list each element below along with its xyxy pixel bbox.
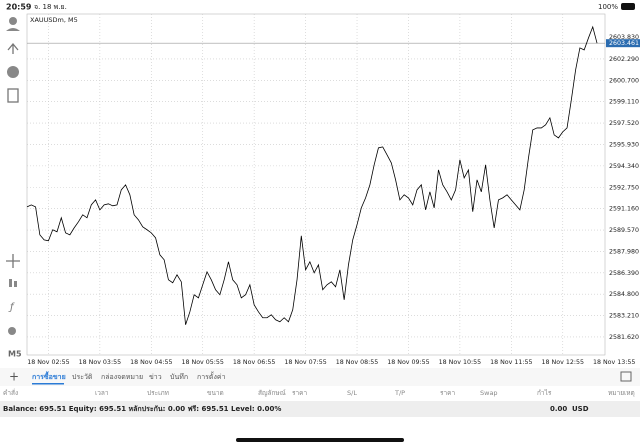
x-tick-label: 18 Nov 06:55 bbox=[233, 359, 275, 366]
current-price-box bbox=[606, 39, 640, 48]
tab[interactable]: กล่องจดหมาย bbox=[101, 373, 143, 381]
timeframe-button[interactable]: M5 bbox=[8, 350, 22, 359]
x-tick-label: 18 Nov 05:55 bbox=[181, 359, 223, 366]
column-header: หมายเหตุ bbox=[608, 389, 635, 397]
chart-frame bbox=[26, 13, 606, 356]
home-indicator bbox=[236, 438, 404, 442]
indicator-icon[interactable]: ƒ bbox=[8, 302, 15, 313]
status-date: จ. 18 พ.ย. bbox=[34, 3, 67, 11]
column-header: T/P bbox=[394, 389, 405, 397]
x-tick-label: 18 Nov 11:55 bbox=[490, 359, 532, 366]
x-tick-label: 18 Nov 08:55 bbox=[336, 359, 378, 366]
account-icon-body bbox=[6, 28, 20, 31]
summary: Balance: 695.51 Equity: 695.51 หลักประกั… bbox=[3, 405, 281, 413]
column-header: S/L bbox=[347, 389, 357, 397]
x-tick-label: 18 Nov 02:55 bbox=[27, 359, 69, 366]
column-header: ขนาด bbox=[207, 389, 224, 397]
tab[interactable]: ประวัติ bbox=[72, 373, 93, 381]
y-tick-label: 2584.800 bbox=[609, 291, 639, 298]
tab[interactable]: บันทึก bbox=[170, 372, 188, 381]
summary-currency: USD bbox=[572, 405, 589, 413]
left-toolbar: ƒ M5 bbox=[6, 17, 22, 359]
account-icon[interactable] bbox=[9, 17, 17, 25]
y-tick-label: 2595.930 bbox=[609, 141, 639, 148]
tabs: การซื้อขาย ประวัติ กล่องจดหมาย ข่าว บันทึก กา… bbox=[32, 370, 226, 385]
column-header: ราคา bbox=[292, 389, 307, 397]
status-battery: 100% bbox=[598, 3, 618, 11]
y-tick-label: 2583.210 bbox=[609, 313, 639, 320]
x-tick-label: 18 Nov 03:55 bbox=[79, 359, 121, 366]
y-tick-label: 2597.520 bbox=[609, 120, 639, 127]
y-tick-label: 2599.110 bbox=[609, 99, 639, 106]
x-tick-label: 18 Nov 12:55 bbox=[542, 359, 584, 366]
tab[interactable]: ข่าว bbox=[149, 373, 162, 381]
tab-underline bbox=[32, 383, 64, 385]
summary-bar bbox=[0, 401, 640, 417]
y-tick-label: 2594.340 bbox=[609, 163, 639, 170]
x-tick-label: 18 Nov 13:55 bbox=[593, 359, 635, 366]
x-tick-label: 18 Nov 07:55 bbox=[284, 359, 326, 366]
chat-icon[interactable] bbox=[7, 66, 19, 78]
objects-icon[interactable] bbox=[8, 327, 16, 335]
x-tick-label: 18 Nov 04:55 bbox=[130, 359, 172, 366]
y-tick-label: 2591.160 bbox=[609, 206, 639, 213]
tab[interactable]: การซื้อขาย bbox=[32, 370, 66, 381]
tab[interactable]: การตั้งค่า bbox=[197, 370, 226, 381]
chart-title: XAUUSDm, M5 bbox=[30, 16, 78, 24]
crosshair-icon[interactable] bbox=[6, 254, 20, 268]
x-tick-label: 18 Nov 10:55 bbox=[439, 359, 481, 366]
expand-icon[interactable] bbox=[620, 371, 632, 382]
status-time: 20:59 bbox=[6, 3, 32, 12]
current-price-label: 2603.461 bbox=[609, 40, 639, 47]
y-tick-label: 2592.750 bbox=[609, 184, 639, 191]
x-tick-label: 18 Nov 09:55 bbox=[387, 359, 429, 366]
candles-icon-2 bbox=[14, 281, 17, 287]
trade-icon[interactable] bbox=[7, 42, 19, 54]
battery-icon bbox=[621, 3, 635, 10]
y-tick-label: 2587.980 bbox=[609, 248, 639, 255]
add-button[interactable]: + bbox=[9, 370, 19, 384]
doc-icon[interactable] bbox=[7, 88, 19, 103]
column-header: Swap bbox=[480, 389, 498, 397]
tab-bar bbox=[0, 368, 640, 386]
column-header: กำไร bbox=[537, 389, 552, 397]
column-header: เวลา bbox=[95, 389, 109, 397]
y-tick-label: 2586.390 bbox=[609, 270, 639, 277]
y-tick-label: 2602.290 bbox=[609, 56, 639, 63]
column-header: ราคา bbox=[440, 389, 455, 397]
chart: 2581.620 2583.210 2584.800 2586.390 2587.980… bbox=[26, 14, 640, 366]
column-header: คำสั่ง bbox=[3, 388, 18, 397]
candles-icon[interactable] bbox=[9, 279, 12, 287]
summary-total: 0.00 bbox=[550, 405, 567, 413]
y-tick-label: 2581.620 bbox=[609, 334, 639, 341]
y-tick-label: 2600.700 bbox=[609, 77, 639, 84]
column-header: สัญลักษณ์ bbox=[258, 389, 286, 397]
price-line bbox=[26, 25, 598, 325]
table-header: คำสั่ง เวลา ประเภท ขนาด สัญลักษณ์ ราคา S/L T/P ร… bbox=[3, 388, 635, 397]
y-tick-label: 2589.570 bbox=[609, 227, 639, 234]
high-label: 2603.830 bbox=[609, 34, 639, 41]
column-header: ประเภท bbox=[147, 389, 169, 397]
